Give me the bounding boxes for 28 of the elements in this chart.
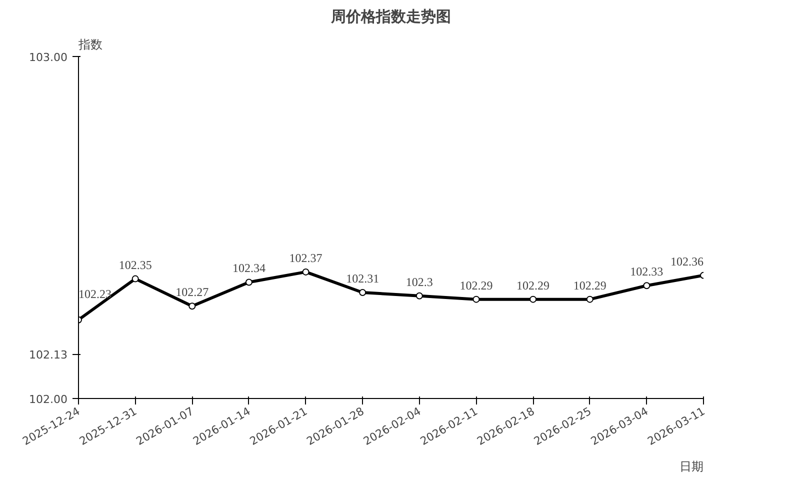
y-tick-label: 103.00 [29,51,68,64]
point [530,296,537,303]
point [359,288,366,296]
x-axis-title: 日期 [680,460,704,474]
point [586,296,594,303]
point [472,296,480,303]
data-label: 102.34 [232,261,266,276]
data-label: 102.33 [630,264,664,279]
data-label: 102.37 [289,250,322,265]
y-tick-label: 102.13 [29,348,68,362]
data-label: 102.29 [516,278,550,292]
data-label: 102.36 [670,254,704,268]
y-tick-label: 102.00 [29,393,68,406]
data-label: 102.23 [78,286,112,301]
point [416,292,423,300]
point [302,268,310,276]
data-label: 102.27 [176,285,209,300]
data-label: 102.29 [573,278,606,292]
point [188,302,196,310]
point [132,275,139,282]
data-label: 102.35 [118,258,152,272]
y-axis-title: 指数 [78,38,102,52]
data-label: 102.29 [460,278,493,292]
data-label: 102.3 [406,274,433,289]
data-label: 102.31 [346,271,380,286]
chart-title: 周价格指数走势图 [330,8,451,26]
point [245,278,252,286]
point [643,282,650,290]
